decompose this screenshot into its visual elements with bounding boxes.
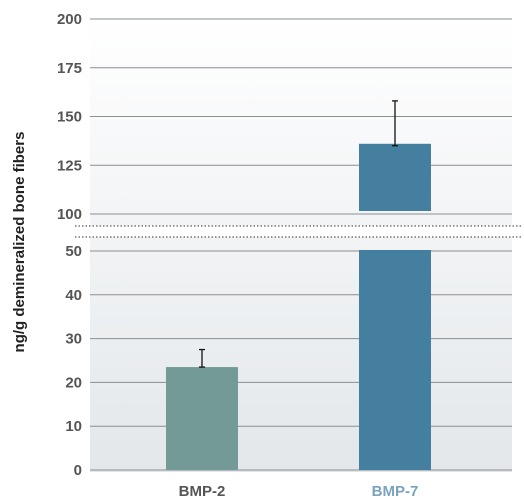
y-tick-label: 125 <box>57 157 82 174</box>
bar <box>166 367 238 470</box>
y-tick-label: 50 <box>65 243 82 260</box>
plot-background <box>90 16 512 472</box>
x-category-label: BMP-7 <box>372 483 419 500</box>
gridlines <box>90 18 512 471</box>
axis-break <box>70 225 524 238</box>
y-tick-label: 20 <box>65 374 82 391</box>
y-tick-label: 40 <box>65 287 82 304</box>
x-category-labels: BMP-2 BMP-7 <box>179 483 419 500</box>
y-tick-label: 200 <box>57 11 82 28</box>
y-tick-label: 150 <box>57 109 82 126</box>
y-tick-label: 175 <box>57 60 82 77</box>
bar-upper-segment <box>359 143 431 211</box>
axis-break-gap <box>70 226 524 237</box>
y-tick-label: 10 <box>65 418 82 435</box>
bars <box>166 100 431 470</box>
y-axis-title: ng/g demineralized bone fibers <box>11 132 28 353</box>
y-tick-label: 30 <box>65 331 82 348</box>
bar-lower-segment <box>359 250 431 470</box>
y-tick-label: 0 <box>74 462 82 479</box>
y-tick-label: 100 <box>57 206 82 223</box>
y-tick-labels: 100 125 150 175 200 0 10 20 30 40 50 <box>57 11 82 479</box>
x-category-label: BMP-2 <box>179 483 226 500</box>
